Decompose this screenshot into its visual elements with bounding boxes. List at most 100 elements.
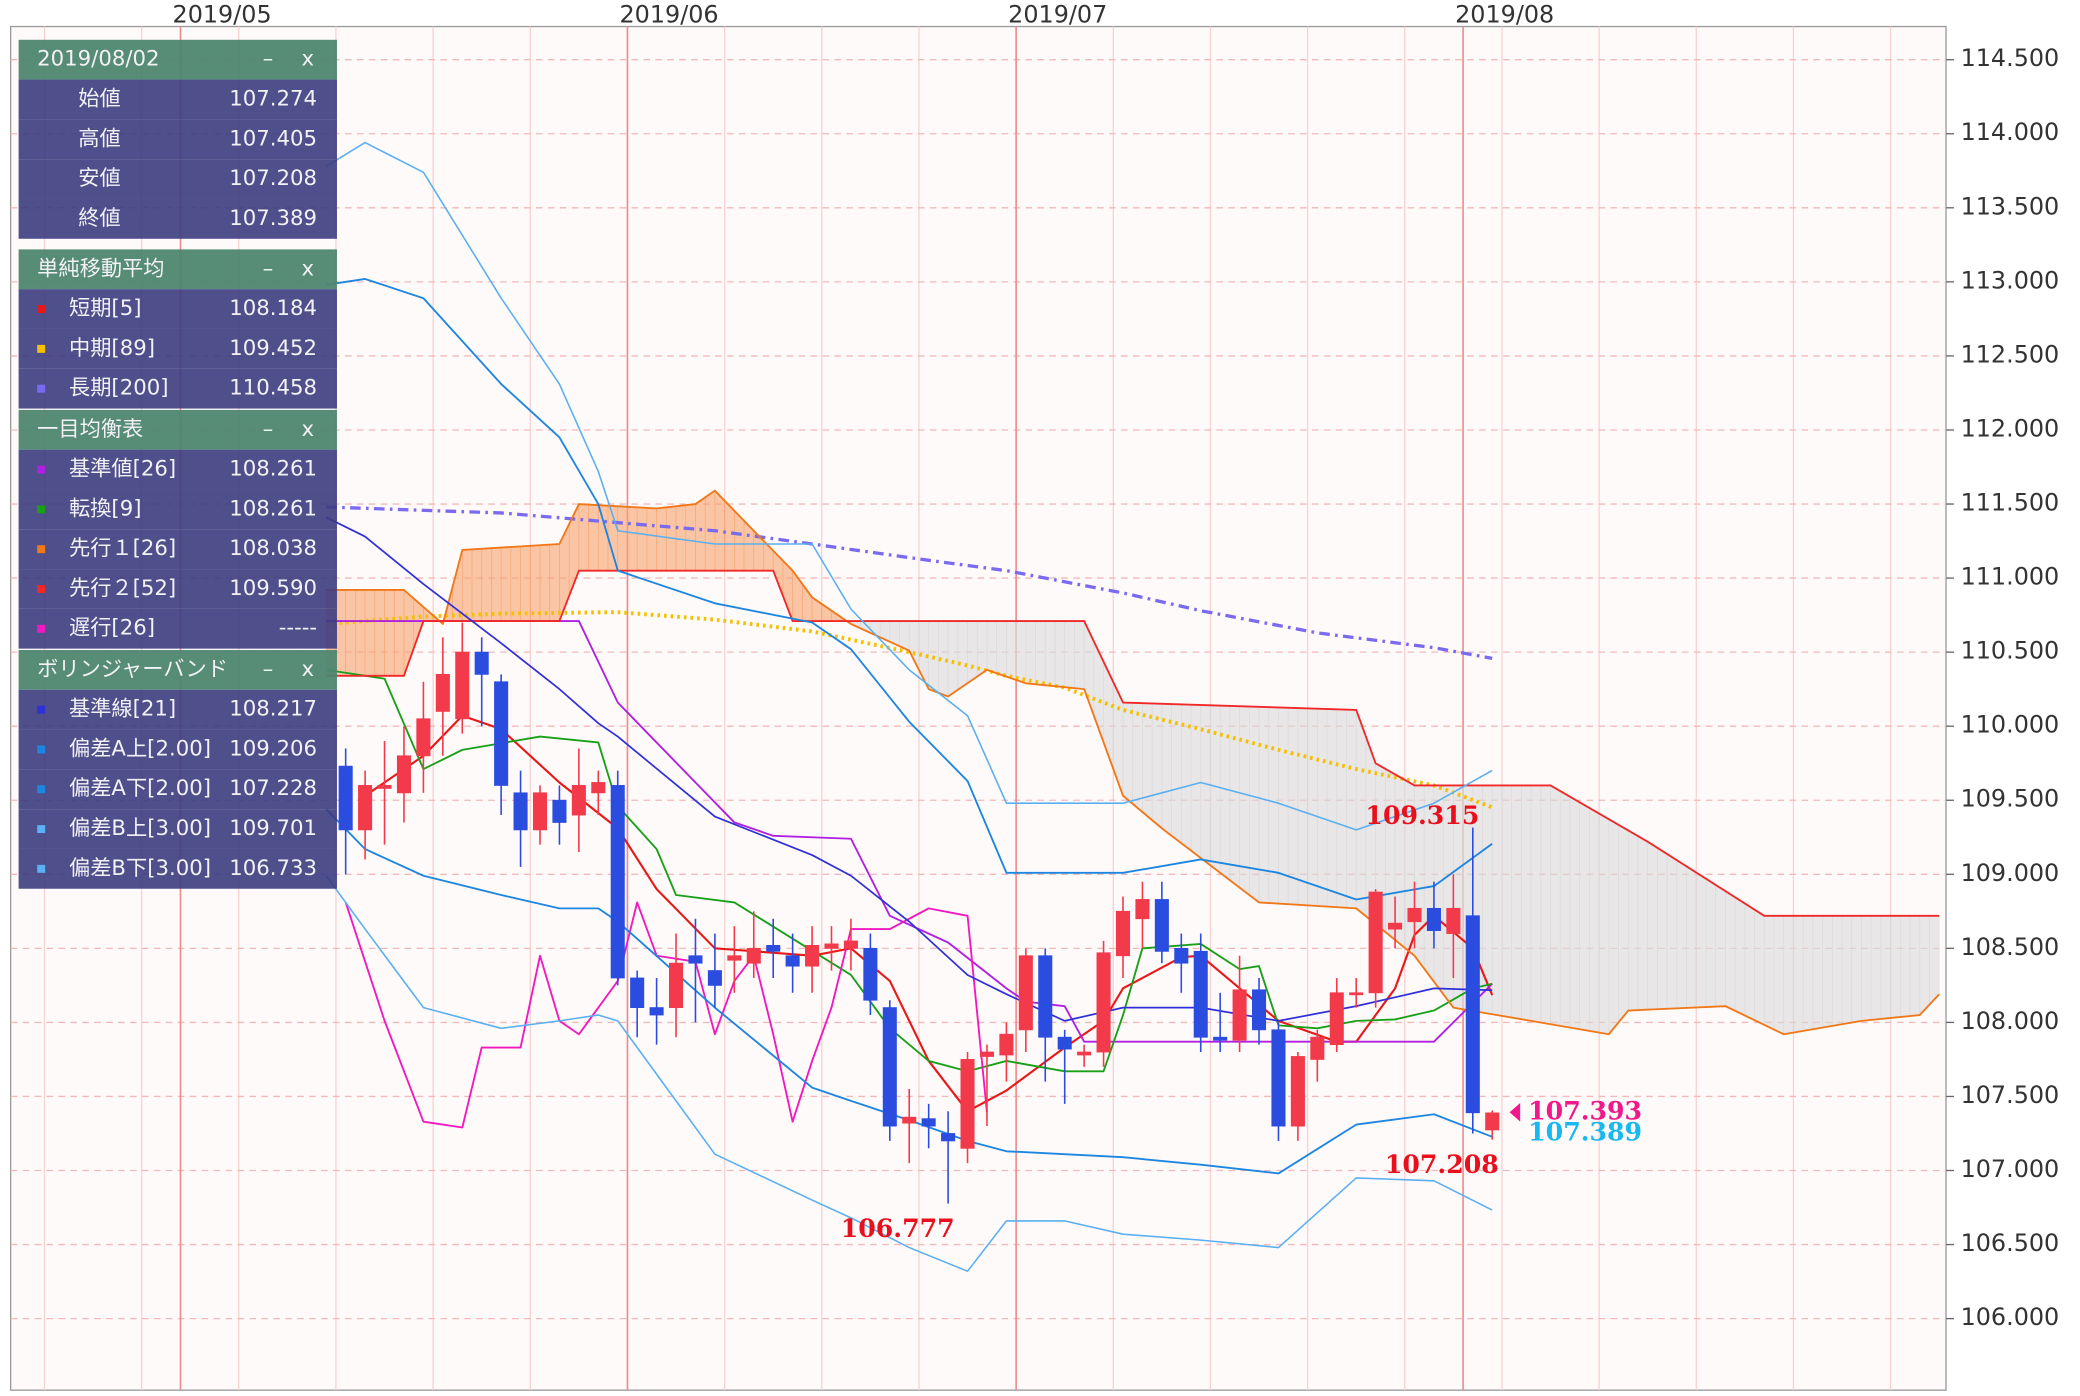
panel-row xyxy=(18,489,337,530)
legend-label: 偏差A上[2.00] xyxy=(69,736,211,761)
cloud-fill xyxy=(1929,915,1940,1006)
y-tick-label: 109.000 xyxy=(1961,859,2060,887)
extreme-label: 109.315 xyxy=(1365,800,1479,830)
cloud-fill xyxy=(957,620,968,691)
cloud-fill xyxy=(500,546,512,622)
candle-body xyxy=(921,1118,936,1127)
panel-row xyxy=(18,119,337,160)
candle-body xyxy=(999,1033,1014,1056)
cloud-fill xyxy=(1870,915,1882,1021)
panel-close[interactable]: x xyxy=(301,657,314,682)
candle-body xyxy=(1349,992,1364,996)
candle-body xyxy=(1426,907,1441,931)
legend-swatch xyxy=(37,545,46,554)
cloud-fill xyxy=(374,589,385,677)
panel-minimize[interactable]: – xyxy=(263,256,274,281)
panel-row xyxy=(18,608,337,649)
cloud-fill xyxy=(685,503,696,572)
legend-label: 中期[89] xyxy=(69,336,155,361)
indicator-line xyxy=(326,489,1940,1036)
cloud-fill xyxy=(1074,620,1085,690)
cloud-fill xyxy=(1569,796,1581,1030)
indicator-line xyxy=(326,620,1493,1043)
y-tick-label: 112.500 xyxy=(1961,340,2060,368)
legend-label: 偏差B下[3.00] xyxy=(69,856,211,881)
candle-body xyxy=(1193,950,1208,1038)
candle-body xyxy=(1271,1029,1286,1127)
y-tick-label: 111.000 xyxy=(1961,563,2060,591)
y-tick-label: 106.000 xyxy=(1961,1303,2060,1331)
legend-value: 109.452 xyxy=(229,336,317,361)
cloud-fill xyxy=(617,505,628,572)
panel-row xyxy=(18,529,337,570)
legend-swatch xyxy=(37,705,46,714)
candle-body xyxy=(1465,915,1480,1114)
cloud-fill xyxy=(1006,620,1017,681)
cloud-fill xyxy=(529,544,541,622)
cloud-fill xyxy=(1676,859,1687,1009)
cloud-fill xyxy=(627,506,638,572)
cloud-fill xyxy=(520,545,531,622)
candle-body xyxy=(1388,922,1403,930)
legend-label: 遅行[26] xyxy=(69,616,155,641)
indicator-line xyxy=(326,569,1940,917)
indicator-line xyxy=(326,505,1493,660)
cloud-fill xyxy=(1861,915,1872,1022)
candle-body xyxy=(1329,992,1344,1046)
cloud-fill xyxy=(549,543,560,622)
panel-close[interactable]: x xyxy=(301,256,314,281)
cloud-fill xyxy=(1054,620,1066,688)
panel-close[interactable]: x xyxy=(301,47,314,72)
ohlc-label: 始値 xyxy=(78,86,120,111)
cloud-fill xyxy=(1754,908,1765,1026)
cloud-fill xyxy=(1035,620,1046,686)
cloud-fill xyxy=(1773,915,1785,1035)
legend-label: 先行１[26] xyxy=(69,536,176,561)
candle-body xyxy=(785,955,800,967)
cloud-fill xyxy=(1899,915,1911,1018)
candle-body xyxy=(863,947,878,1001)
cloud-fill xyxy=(1501,785,1512,1018)
ohlc-label: 安値 xyxy=(78,166,120,191)
legend-value: 108.184 xyxy=(229,296,317,321)
cloud-fill xyxy=(1890,915,1901,1019)
candle-body xyxy=(630,977,645,1008)
cloud-fill xyxy=(1142,702,1153,821)
x-tick-label: 2019/08 xyxy=(1455,0,1554,28)
cloud-fill xyxy=(695,496,706,572)
panel-row xyxy=(18,809,337,849)
legend-value: 109.590 xyxy=(229,576,317,601)
panel-close[interactable]: x xyxy=(301,417,314,442)
cloud-fill xyxy=(1346,709,1357,909)
cloud-fill xyxy=(1044,620,1056,687)
cloud-fill xyxy=(1725,890,1736,1012)
extreme-label: 107.208 xyxy=(1385,1149,1499,1179)
candle-body xyxy=(766,944,781,952)
legend-swatch xyxy=(37,465,46,474)
y-tick-label: 114.500 xyxy=(1961,44,2060,72)
panel-minimize[interactable]: – xyxy=(263,657,274,682)
y-tick-label: 107.000 xyxy=(1961,1155,2060,1183)
panel-minimize[interactable]: – xyxy=(263,47,274,72)
panel-title: 2019/08/02 xyxy=(37,47,159,72)
y-tick-label: 113.000 xyxy=(1961,266,2060,294)
candle-body xyxy=(960,1059,975,1149)
ohlc-value: 107.389 xyxy=(229,206,317,231)
panel-header xyxy=(18,649,337,690)
ohlc-label: 終値 xyxy=(78,206,120,231)
cloud-fill xyxy=(1307,708,1318,907)
cloud-fill xyxy=(1511,785,1522,1020)
candle-body xyxy=(688,955,703,964)
legend-label: 基準線[21] xyxy=(69,697,176,722)
cloud-fill xyxy=(1909,915,1921,1017)
cloud-fill xyxy=(1248,706,1260,904)
panel-minimize[interactable]: – xyxy=(263,417,274,442)
candle-body xyxy=(1290,1056,1305,1127)
cloud-fill xyxy=(355,589,366,677)
candle-body xyxy=(941,1133,956,1142)
cloud-fill xyxy=(1831,915,1843,1027)
indicator-line xyxy=(364,714,1494,1113)
cloud-fill xyxy=(1793,915,1804,1033)
cloud-fill xyxy=(1579,801,1590,1032)
